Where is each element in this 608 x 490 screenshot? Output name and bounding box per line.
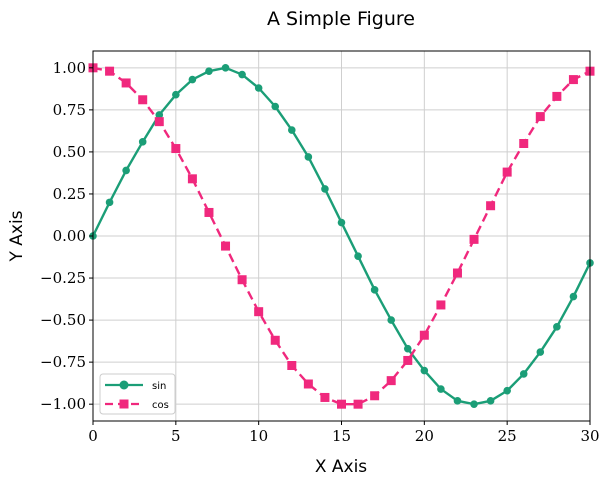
series-cos-point: [552, 91, 562, 101]
series-sin-point: [486, 397, 495, 405]
series-cos-point: [221, 241, 231, 251]
series-sin-point: [470, 400, 478, 408]
y-axis-label: Y Axis: [7, 210, 27, 262]
x-axis-label: X Axis: [315, 457, 367, 477]
series-sin-point: [188, 75, 197, 84]
y-tick-label: −0.50: [40, 311, 86, 329]
series-sin-point: [553, 323, 561, 331]
series-sin-point: [503, 386, 511, 395]
series-cos-point: [386, 376, 396, 386]
series-cos-point: [403, 355, 413, 365]
series-sin: [89, 64, 594, 408]
legend-cos-marker: [119, 399, 129, 409]
series-sin-point: [370, 286, 379, 294]
y-tick-label: −1.00: [40, 395, 86, 413]
series-cos-point: [370, 391, 380, 401]
series-sin-point: [105, 198, 114, 207]
y-tick-label: −0.75: [40, 353, 86, 371]
series-sin-point: [569, 292, 578, 301]
y-axis-ticks: −1.00 −0.75 −0.50 −0.25 0.00 0.25 0.50 0.75 1.00: [40, 59, 93, 413]
x-tick-label: 15: [332, 427, 351, 445]
series-cos-point: [204, 207, 214, 217]
series-sin-point: [122, 166, 130, 175]
plot-area: [88, 50, 595, 422]
series-sin-point: [437, 385, 445, 393]
series-sin-point: [304, 153, 313, 161]
legend-sin-label: sin: [152, 381, 166, 392]
series-sin-point: [536, 348, 545, 356]
series-cos-point: [270, 335, 280, 345]
series-sin-point: [238, 70, 246, 79]
series-cos: [88, 63, 595, 409]
x-tick-label: 10: [249, 427, 268, 445]
series-cos-point: [171, 144, 181, 154]
chart-title: A Simple Figure: [267, 8, 415, 30]
x-tick-label: 25: [498, 427, 517, 445]
series-sin-point: [205, 67, 213, 75]
series-sin-point: [354, 252, 362, 260]
series-sin-point: [337, 218, 346, 227]
series-sin-point: [453, 397, 462, 405]
y-tick-label: 0.50: [53, 143, 86, 161]
series-sin-point: [155, 111, 164, 119]
series-cos-point: [320, 392, 330, 402]
series-sin-point: [403, 344, 412, 353]
legend-cos-label: cos: [152, 400, 169, 411]
series-cos-point: [419, 330, 429, 340]
legend-sin-marker: [119, 380, 129, 390]
series-sin-point: [172, 90, 180, 99]
y-tick-label: −0.25: [40, 269, 86, 287]
legend: sin cos: [99, 373, 176, 415]
series-cos-point: [353, 399, 363, 409]
y-tick-label: 1.00: [53, 59, 86, 77]
series-cos-point: [535, 112, 545, 122]
series-cos-point: [187, 174, 197, 184]
series-sin-point: [519, 370, 528, 378]
y-tick-label: 0.75: [53, 101, 86, 119]
series-cos-point: [105, 66, 115, 76]
series-sin-point: [420, 366, 429, 375]
y-tick-label: 0.25: [53, 185, 86, 203]
series-layer: [88, 63, 595, 409]
x-tick-label: 5: [171, 427, 181, 445]
series-sin-point: [271, 102, 280, 111]
series-cos-point: [138, 95, 148, 105]
x-axis-ticks: 0 5 10 15 20 25 30: [88, 421, 600, 445]
series-cos-point: [237, 275, 247, 285]
series-cos-point: [121, 78, 131, 88]
series-sin-point: [221, 64, 230, 72]
series-cos-point: [519, 139, 529, 148]
series-cos-point: [254, 307, 264, 317]
series-sin-point: [321, 185, 329, 193]
series-cos-point: [469, 234, 479, 244]
series-cos-point: [287, 361, 297, 370]
series-sin-point: [288, 126, 296, 134]
x-tick-label: 30: [580, 427, 599, 445]
series-cos-point: [436, 300, 446, 310]
series-sin-point: [254, 84, 263, 92]
x-tick-label: 0: [88, 427, 98, 445]
series-cos-point: [303, 379, 313, 389]
series-cos-point: [452, 268, 462, 278]
series-cos-point: [154, 117, 164, 127]
series-sin-point: [387, 316, 396, 324]
series-cos-point: [337, 399, 346, 409]
series-cos-point: [486, 201, 496, 211]
series-sin-point: [138, 138, 147, 146]
series-cos-point: [502, 167, 512, 177]
x-tick-label: 20: [415, 427, 434, 445]
series-cos-point: [568, 75, 578, 85]
y-tick-label: 0.00: [53, 227, 86, 245]
